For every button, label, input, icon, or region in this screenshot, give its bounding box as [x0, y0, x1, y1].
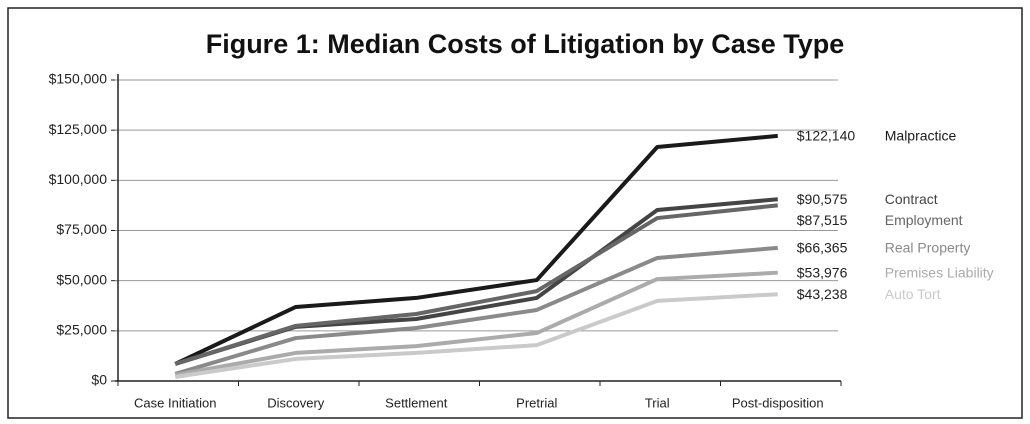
- value-label: $43,238: [797, 286, 848, 302]
- series-label: Premises Liability: [885, 264, 994, 280]
- series-line: [174, 133, 778, 366]
- x-tick-label: Pretrial: [516, 395, 557, 410]
- series-label: Real Property: [885, 240, 971, 256]
- series-line: [174, 245, 778, 376]
- y-tick-label: $150,000: [49, 71, 108, 87]
- y-tick-label: $50,000: [56, 271, 107, 287]
- x-tick-label: Post-disposition: [732, 395, 824, 410]
- y-tick-label: $0: [91, 372, 107, 388]
- x-tick-label: Case Initiation: [134, 395, 216, 410]
- series-line: [174, 203, 778, 366]
- y-tick-label: $25,000: [56, 322, 107, 338]
- series-label: Auto Tort: [885, 286, 941, 302]
- y-tick-label: $75,000: [56, 221, 107, 237]
- y-tick-label: $125,000: [49, 121, 108, 137]
- value-label: $53,976: [797, 264, 848, 280]
- series-label: Employment: [885, 212, 963, 228]
- value-label: $122,140: [797, 128, 856, 144]
- x-tick-label: Trial: [645, 395, 670, 410]
- y-tick-label: $100,000: [49, 171, 108, 187]
- value-label: $66,365: [797, 240, 848, 256]
- series-label: Contract: [885, 191, 938, 207]
- x-tick-label: Discovery: [267, 395, 325, 410]
- value-label: $87,515: [797, 212, 848, 228]
- frame: [7, 7, 1023, 419]
- chart-title: Figure 1: Median Costs of Litigation by …: [206, 29, 845, 59]
- value-label: $90,575: [797, 191, 848, 207]
- series-line: [174, 270, 778, 377]
- x-tick-label: Settlement: [385, 395, 448, 410]
- series-line: [174, 292, 778, 379]
- series-label: Malpractice: [885, 128, 957, 144]
